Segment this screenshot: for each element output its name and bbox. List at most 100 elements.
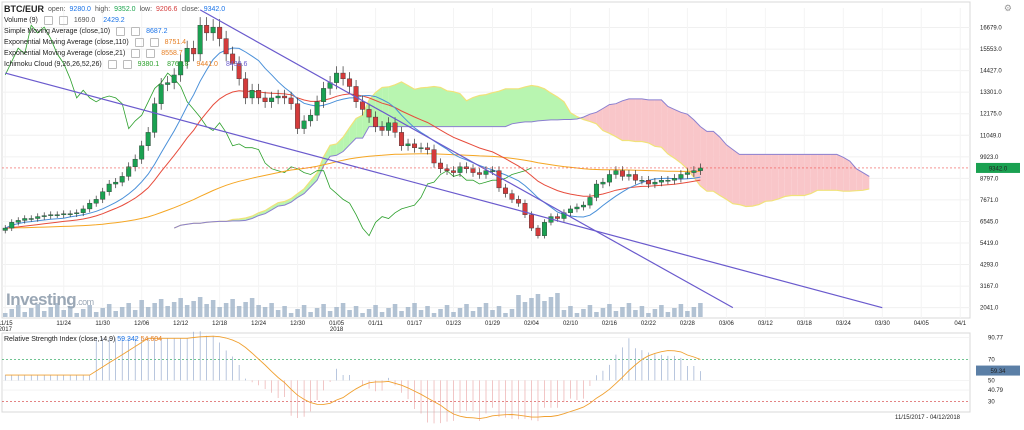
candle-body [347,79,352,87]
time-tick-label: 02/28 [680,321,696,327]
volume-bar [308,312,313,317]
close-label: close: [181,4,199,15]
indicator-row: Simple Moving Average (close,10)8687.2 [4,26,249,37]
visibility-toggle-icon[interactable] [131,49,140,58]
volume-bar [380,312,385,317]
candle-body [685,173,690,175]
candle-body [146,132,151,145]
indicator-settings-icon[interactable] [59,16,68,25]
volume-bar [139,300,144,317]
candle-body [529,215,534,228]
volume-bar [406,307,411,317]
price-tick-label: 2041.0 [980,306,999,312]
rsi-name: Relative Strength Index [4,336,77,343]
rsi-tick-label: 90.77 [988,335,1004,341]
candle-body [35,217,40,219]
volume-bar [607,304,612,317]
rsi-tick-label: 50 [988,378,995,384]
candle-body [692,171,697,173]
volume-bar [386,308,391,317]
price-tick-label: 12175.0 [980,112,1002,118]
volume-bar [178,298,183,317]
price-tick-label: 11049.0 [980,133,1002,139]
candle-body [308,115,313,121]
volume-bar [9,309,14,317]
candle-body [510,194,515,200]
volume-bar [42,311,47,317]
ichimoku-cloud-segment [726,145,733,204]
candle-body [159,85,164,104]
volume-bar [191,301,196,317]
visibility-toggle-icon[interactable] [108,60,117,69]
ichimoku-cloud-segment [473,96,480,127]
time-tick-label: 12/30 [290,321,306,327]
volume-bar [159,299,164,317]
time-tick-label: 04/1 [954,321,966,327]
volume-bar [315,308,320,317]
settings-gear-icon[interactable]: ⚙ [1004,3,1012,14]
visibility-toggle-icon[interactable] [44,16,53,25]
candle-body [451,171,456,173]
price-tick-label: 5419.0 [980,241,999,247]
candle-body [81,209,86,213]
candle-body [536,228,541,236]
volume-bar [100,308,105,317]
price-tick-label: 9923.0 [980,155,999,161]
indicator-value: 9441.0 [195,59,220,70]
candle-body [503,188,508,194]
ichimoku-cloud-segment [629,99,636,142]
ichimoku-cloud-segment [609,104,616,137]
price-tick-label: 13301.0 [980,90,1002,96]
time-tick-label: 02/22 [641,321,657,327]
candle-body [172,75,177,83]
candle-body [679,174,684,178]
high-label: high: [95,4,110,15]
ichimoku-cloud-segment [759,154,766,204]
ichimoku-cloud-segment [824,154,831,190]
volume-bar [575,313,580,317]
indicator-settings-icon[interactable] [146,49,155,58]
indicator-value: 8439.6 [224,59,249,70]
chart-legend: BTC/EUR open: 9280.0 high: 9352.0 low: 9… [4,4,249,70]
time-tick-label: 04/05 [914,321,930,327]
volume-bar [113,311,118,317]
candle-body [3,228,8,230]
volume-bar [503,313,508,317]
indicator-settings-icon[interactable] [123,60,132,69]
volume-bar [419,310,424,317]
volume-bar [237,306,242,317]
time-tick-label: 12/12 [173,321,189,327]
candle-body [588,197,593,205]
ichimoku-cloud-segment [616,101,623,141]
indicator-settings-icon[interactable] [131,27,140,36]
volume-bar [601,308,606,317]
volume-bar [425,306,430,317]
candle-body [432,150,437,163]
ichimoku-cloud-segment [674,109,681,163]
visibility-toggle-icon[interactable] [116,27,125,36]
time-tick-label: 12/06 [134,321,150,327]
volume-bar [451,312,456,317]
rsi-legend: Relative Strength Index (close,14,9) 59.… [4,336,162,343]
candle-body [620,171,625,177]
volume-bar [321,304,326,317]
ichimoku-cloud-segment [804,154,811,195]
ichimoku-cloud-segment [434,87,441,127]
candle-body [627,174,632,176]
time-tick-label: 03/06 [719,321,735,327]
ichimoku-cloud-segment [493,91,500,126]
candle-body [542,222,547,235]
candle-body [477,173,482,175]
date-range-label: 11/15/2017 - 04/12/2018 [895,415,960,421]
candle-body [55,215,60,216]
candle-body [445,169,450,171]
price-tick-label: 3167.0 [980,284,999,290]
volume-bar [523,302,528,317]
ichimoku-cloud-segment [415,88,422,127]
indicator-settings-icon[interactable] [150,38,159,47]
ichimoku-cloud-segment [778,154,785,199]
visibility-toggle-icon[interactable] [135,38,144,47]
candle-body [243,79,248,98]
candle-body [568,209,573,213]
indicator-row: Exponential Moving Average (close,21)855… [4,48,249,59]
